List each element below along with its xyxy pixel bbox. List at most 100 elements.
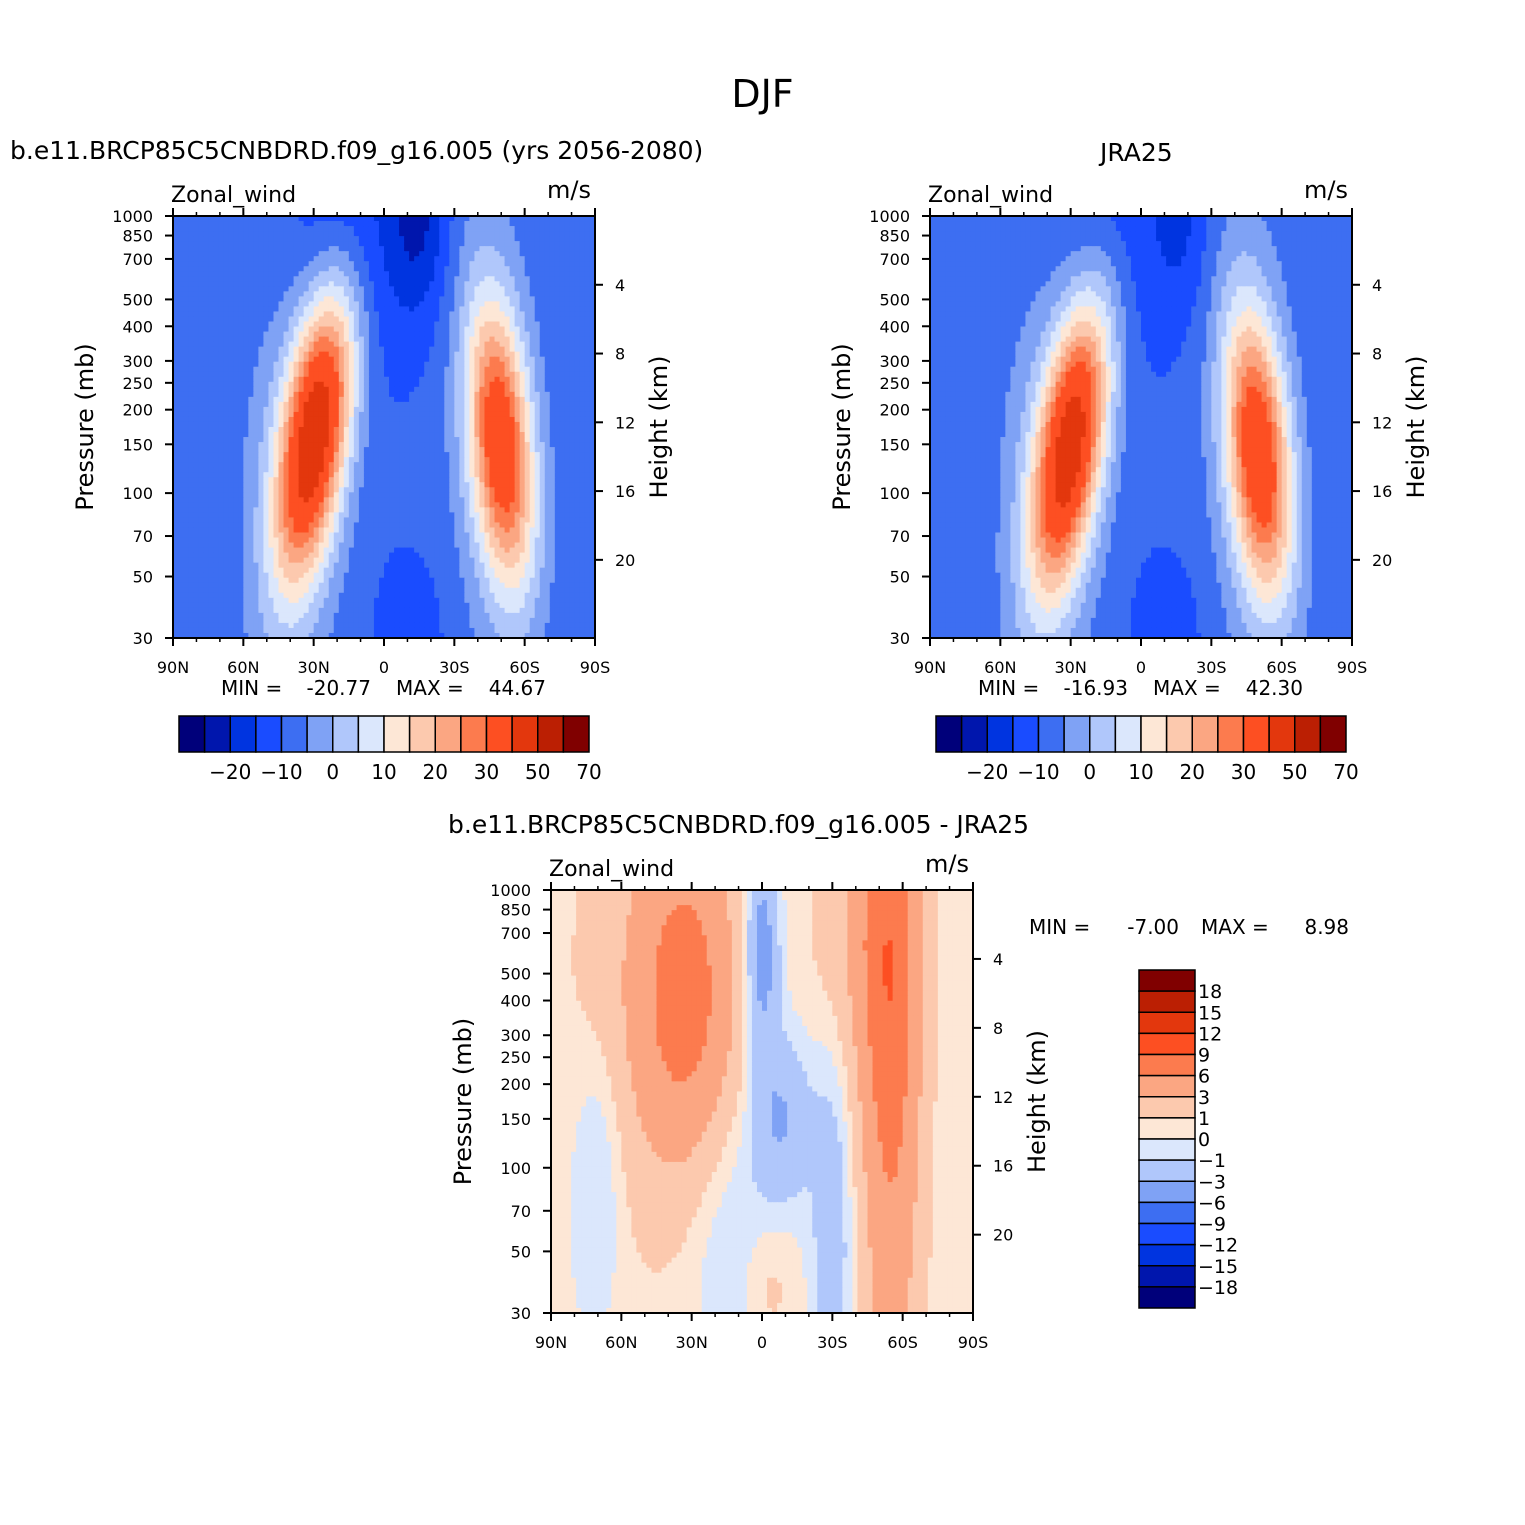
colorbar-swatch xyxy=(205,716,231,752)
colorbar-swatch xyxy=(282,716,308,752)
x-tick-label: 0 xyxy=(379,658,389,677)
colorbar-label: −12 xyxy=(1198,1235,1238,1257)
colorbar-label: 0 xyxy=(1083,760,1096,784)
y-tick-label: 250 xyxy=(879,374,910,393)
colorbar-swatch xyxy=(1039,716,1065,752)
variable-label: Zonal_wind xyxy=(549,857,674,882)
colorbar-swatch xyxy=(1295,716,1321,752)
max-value: 42.30 xyxy=(1246,676,1303,700)
colorbar-swatch xyxy=(1139,1202,1195,1223)
colorbar-swatch xyxy=(1013,716,1039,752)
height-tick-label: 12 xyxy=(615,413,635,432)
colorbar-swatch xyxy=(1139,1181,1195,1202)
x-tick-label: 90N xyxy=(157,658,189,677)
x-tick-label: 30S xyxy=(1196,658,1227,677)
y-tick-label: 50 xyxy=(511,1242,531,1261)
colorbar-label: 70 xyxy=(576,760,601,784)
height-tick-label: 20 xyxy=(615,551,635,570)
y-tick-label: 300 xyxy=(500,1026,531,1045)
units-label: m/s xyxy=(925,850,969,878)
max-label: MAX = xyxy=(396,676,464,700)
y-tick-label: 30 xyxy=(511,1304,531,1323)
colorbar-swatch xyxy=(1139,1097,1195,1118)
colorbar-swatch xyxy=(1139,1033,1195,1054)
colorbar-swatch xyxy=(384,716,410,752)
x-tick-label: 30N xyxy=(1055,658,1087,677)
colorbar-swatch xyxy=(487,716,513,752)
colorbar-swatch xyxy=(1139,1160,1195,1181)
colorbar-label: 15 xyxy=(1198,1002,1222,1024)
colorbar-label: −9 xyxy=(1198,1214,1226,1236)
min-value: -20.77 xyxy=(307,676,371,700)
colorbar-label: −1 xyxy=(1198,1150,1226,1172)
y-tick-label: 70 xyxy=(133,527,153,546)
panel-2-field xyxy=(930,216,1353,639)
x-tick-label: 90N xyxy=(914,658,946,677)
colorbar-swatch xyxy=(1139,1245,1195,1266)
colorbar-swatch xyxy=(987,716,1013,752)
colorbar-swatch xyxy=(1167,716,1193,752)
colorbar-label: 30 xyxy=(474,760,499,784)
colorbar-swatch xyxy=(1139,1118,1195,1139)
y-tick-label: 150 xyxy=(879,435,910,454)
colorbar-swatch xyxy=(461,716,487,752)
colorbar-swatch xyxy=(230,716,256,752)
colorbar-swatch xyxy=(1139,1076,1195,1097)
height-tick-label: 8 xyxy=(1372,345,1382,364)
colorbar-label: 3 xyxy=(1198,1087,1210,1109)
colorbar-label: −6 xyxy=(1198,1192,1226,1214)
variable-label: Zonal_wind xyxy=(928,183,1053,208)
colorbar-swatch xyxy=(1139,1287,1195,1308)
height-tick-label: 8 xyxy=(615,345,625,364)
colorbar-swatch xyxy=(1064,716,1090,752)
colorbar-label: −18 xyxy=(1198,1277,1238,1299)
units-label: m/s xyxy=(547,176,591,204)
x-tick-label: 0 xyxy=(757,1333,767,1352)
y-tick-label: 300 xyxy=(879,352,910,371)
colorbar-label: −20 xyxy=(209,760,251,784)
y-tick-label: 1000 xyxy=(112,207,153,226)
y-tick-label: 250 xyxy=(500,1048,531,1067)
colorbar-swatch xyxy=(179,716,205,752)
x-tick-label: 90N xyxy=(535,1333,567,1352)
y-tick-label: 150 xyxy=(500,1110,531,1129)
colorbar-label: 18 xyxy=(1198,981,1222,1003)
colorbar-swatch xyxy=(936,716,962,752)
x-tick-label: 60N xyxy=(605,1333,637,1352)
colorbar-swatch xyxy=(1141,716,1167,752)
x-tick-label: 90S xyxy=(958,1333,989,1352)
y-tick-label: 400 xyxy=(879,317,910,336)
x-tick-label: 30S xyxy=(439,658,470,677)
y-tick-label: 200 xyxy=(122,401,153,420)
x-tick-label: 30N xyxy=(676,1333,708,1352)
y-tick-label: 100 xyxy=(879,484,910,503)
y-tick-label: 850 xyxy=(122,227,153,246)
y-tick-label: 200 xyxy=(879,401,910,420)
colorbar-swatch xyxy=(410,716,436,752)
y-tick-label: 30 xyxy=(890,629,910,648)
colorbar-swatch xyxy=(1139,1224,1195,1245)
min-label: MIN = xyxy=(978,676,1039,700)
colorbar-swatch xyxy=(1218,716,1244,752)
min-value: -16.93 xyxy=(1064,676,1128,700)
colorbar-swatch xyxy=(1139,1266,1195,1287)
y-tick-label: 50 xyxy=(890,568,910,587)
y-tick-label: 400 xyxy=(122,317,153,336)
colorbar-swatch xyxy=(307,716,333,752)
y-tick-label: 500 xyxy=(122,290,153,309)
colorbar-swatch xyxy=(512,716,538,752)
min-label: MIN = xyxy=(1029,915,1090,939)
colorbar-swatch xyxy=(1139,1055,1195,1076)
colorbar-label: −3 xyxy=(1198,1171,1226,1193)
colorbar-swatch xyxy=(1090,716,1116,752)
colorbar-swatch xyxy=(1320,716,1346,752)
colorbar-label: 10 xyxy=(1128,760,1153,784)
colorbar-label: 20 xyxy=(423,760,448,784)
panel-1-field xyxy=(173,216,596,639)
height-axis-label: Height (km) xyxy=(1402,356,1430,499)
x-tick-label: 0 xyxy=(1136,658,1146,677)
colorbar-label: 10 xyxy=(371,760,396,784)
y-tick-label: 500 xyxy=(500,965,531,984)
y-tick-label: 70 xyxy=(511,1202,531,1221)
colorbar-label: 0 xyxy=(1198,1129,1210,1151)
